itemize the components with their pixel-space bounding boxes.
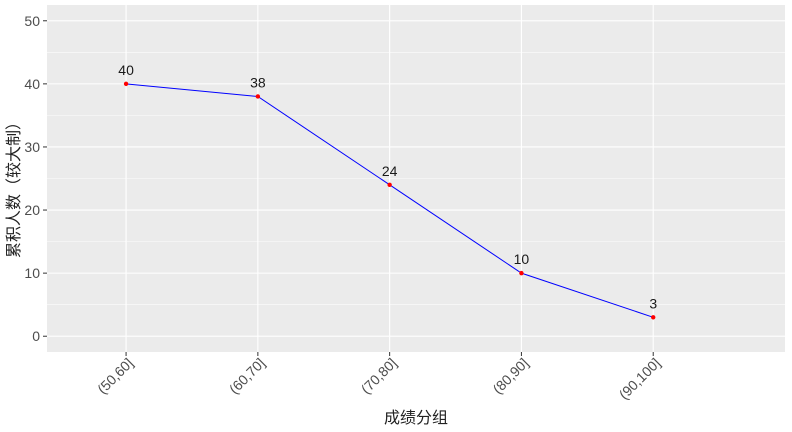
x-tick-label: (90,100] <box>616 355 664 403</box>
x-tick-label: (80,90] <box>489 355 531 397</box>
data-label: 40 <box>118 62 134 78</box>
data-label: 24 <box>382 163 398 179</box>
y-tick-label: 10 <box>24 265 40 281</box>
x-tick-label: (50,60] <box>94 355 136 397</box>
data-point <box>387 183 391 187</box>
y-tick-label: 50 <box>24 13 40 29</box>
data-point <box>256 94 260 98</box>
data-label: 38 <box>250 74 266 90</box>
y-axis-title: 累积人数（较大制） <box>4 114 23 258</box>
data-point <box>124 82 128 86</box>
x-tick-label: (60,70] <box>226 355 268 397</box>
data-point <box>519 271 523 275</box>
y-tick-label: 30 <box>24 139 40 155</box>
y-axis: 0 10 20 30 40 50 <box>24 13 47 344</box>
y-tick-label: 40 <box>24 76 40 92</box>
y-tick-label: 0 <box>32 328 40 344</box>
x-axis: (50,60] (60,70] (70,80] (80,90] (90,100] <box>94 352 663 402</box>
data-point <box>651 315 655 319</box>
x-axis-title: 成绩分组 <box>384 408 448 427</box>
data-label: 3 <box>649 295 657 311</box>
data-label: 10 <box>514 251 530 267</box>
y-tick-label: 20 <box>24 202 40 218</box>
x-tick-label: (70,80] <box>358 355 400 397</box>
